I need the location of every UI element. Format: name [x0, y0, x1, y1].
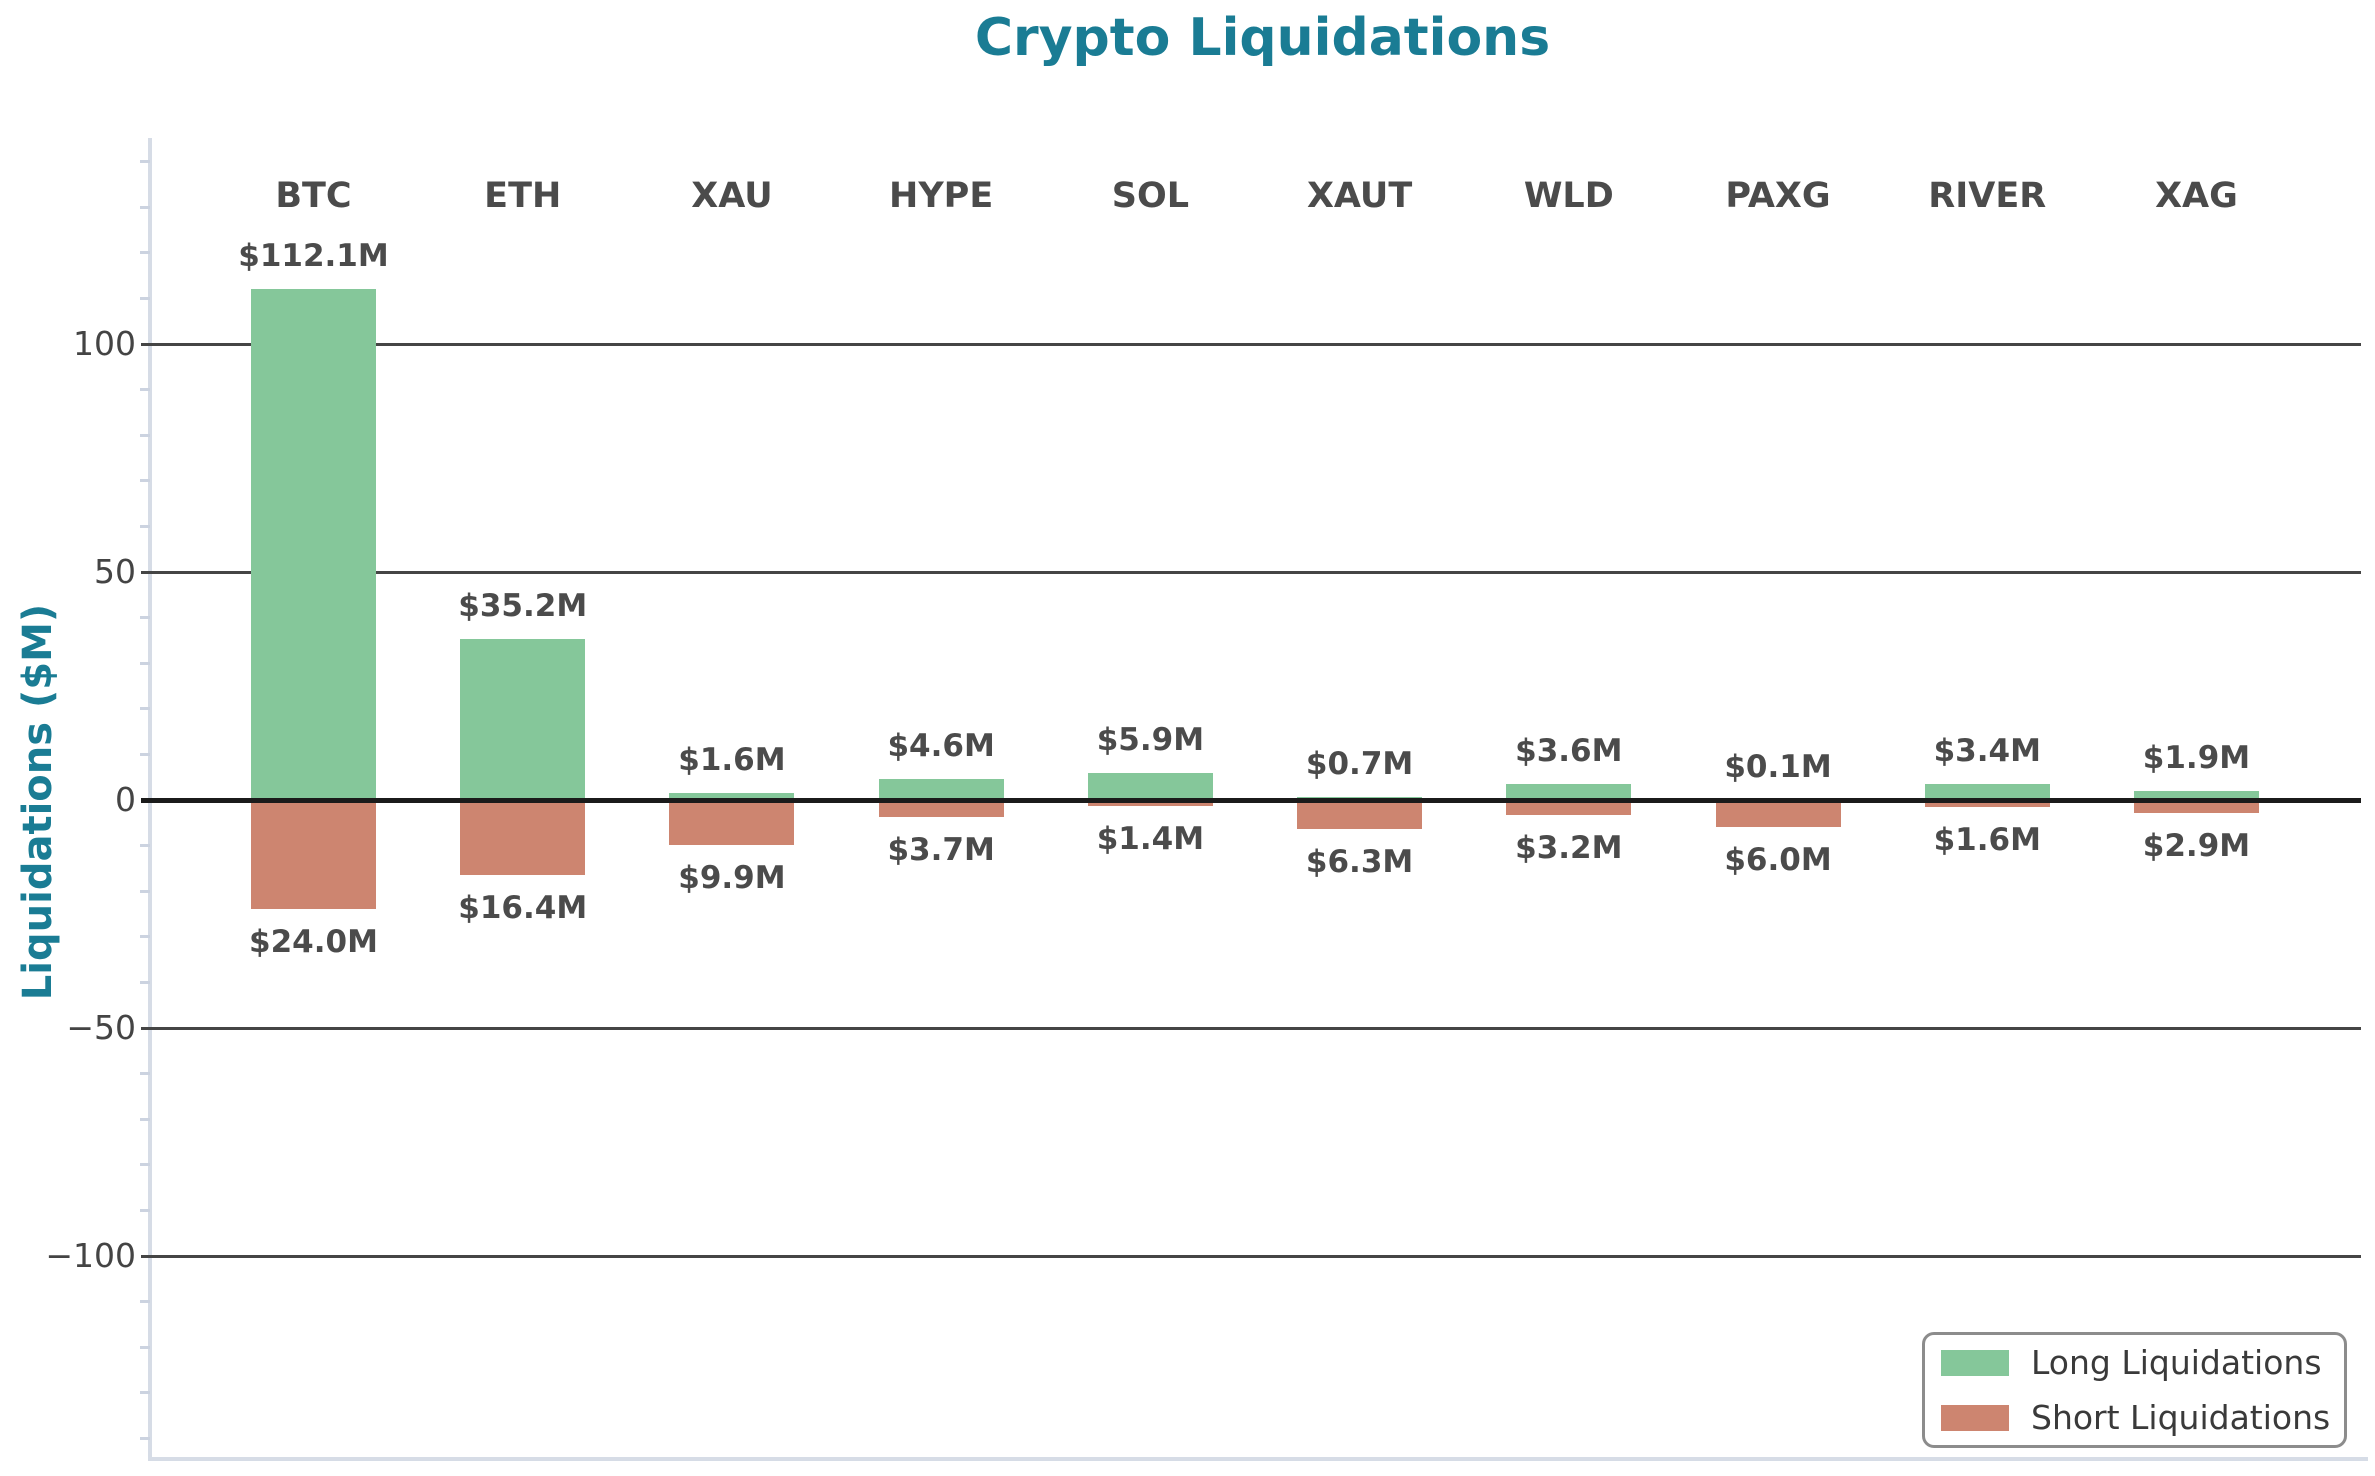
short-bar-river [1924, 800, 2050, 808]
legend-swatch-long [1941, 1349, 2009, 1376]
short-value-label-xag: $2.9M [2142, 828, 2251, 865]
y-axis-minor-tick [140, 707, 150, 711]
long-value-label-xaut: $0.7M [1305, 745, 1414, 782]
category-label-paxg: PAXG [1725, 176, 1831, 216]
long-value-label-eth: $35.2M [458, 588, 588, 625]
short-bar-paxg [1715, 800, 1841, 828]
short-value-label-eth: $16.4M [458, 889, 588, 926]
y-axis-minor-tick [140, 296, 150, 300]
legend-row-short: Short Liquidations [1941, 1398, 2344, 1437]
y-axis-minor-tick [140, 1391, 150, 1395]
chart-title: Crypto Liquidations [974, 8, 1551, 68]
long-value-label-xag: $1.9M [2142, 740, 2251, 777]
y-axis-minor-tick [140, 935, 150, 939]
long-bar-eth [460, 639, 586, 800]
y-axis-minor-tick [140, 388, 150, 392]
legend-label-long: Long Liquidations [2031, 1343, 2322, 1382]
long-bar-sol [1087, 773, 1213, 800]
y-axis-minor-tick [140, 1300, 150, 1304]
long-value-label-xau: $1.6M [678, 741, 786, 778]
y-axis-minor-tick [140, 205, 150, 209]
y-axis-minor-tick [140, 1208, 150, 1212]
legend-swatch-short [1941, 1404, 2009, 1431]
category-label-river: RIVER [1928, 176, 2047, 216]
category-label-sol: SOL [1111, 176, 1189, 216]
y-axis-minor-tick [140, 752, 150, 756]
short-value-label-sol: $1.4M [1096, 821, 1205, 858]
category-label-btc: BTC [275, 176, 352, 216]
short-bar-eth [460, 800, 586, 875]
major-gridline [141, 1254, 2361, 1258]
long-value-label-river: $3.4M [1933, 733, 2041, 770]
y-axis-minor-tick [140, 1163, 150, 1167]
x-axis-spine [148, 1457, 2368, 1461]
y-tick-label: −100 [45, 1236, 136, 1275]
y-tick-label: 100 [73, 324, 136, 363]
long-bar-hype [878, 779, 1004, 800]
y-axis-minor-tick [140, 1117, 150, 1121]
y-axis-minor-tick [140, 479, 150, 483]
category-label-eth: ETH [484, 176, 562, 216]
short-value-label-xau: $9.9M [678, 860, 786, 897]
legend: Long Liquidations Short Liquidations [1922, 1332, 2347, 1448]
category-label-xag: XAG [2155, 176, 2238, 216]
short-value-label-hype: $3.7M [887, 831, 995, 868]
long-bar-btc [251, 288, 376, 800]
y-axis-minor-tick [140, 1436, 150, 1440]
short-bar-xaut [1297, 800, 1423, 829]
short-bar-wld [1506, 800, 1632, 815]
major-gridline [141, 342, 2361, 346]
long-bar-river [1924, 784, 2050, 800]
category-label-wld: WLD [1523, 176, 1614, 216]
long-bar-xau [669, 792, 795, 800]
y-axis-minor-tick [140, 160, 150, 164]
short-value-label-btc: $24.0M [249, 924, 378, 961]
category-label-hype: HYPE [889, 176, 994, 216]
short-bar-hype [878, 800, 1004, 817]
y-axis-minor-tick [140, 661, 150, 665]
y-axis-minor-tick [140, 889, 150, 893]
y-axis-minor-tick [140, 433, 150, 437]
y-axis-minor-tick [140, 1345, 150, 1349]
short-bar-sol [1087, 800, 1213, 807]
y-axis-minor-tick [140, 524, 150, 528]
major-gridline [141, 570, 2361, 574]
y-tick-label: 0 [115, 780, 136, 819]
short-value-label-xaut: $6.3M [1305, 843, 1414, 880]
short-value-label-paxg: $6.0M [1724, 842, 1832, 879]
long-bar-xag [2133, 791, 2259, 800]
short-value-label-river: $1.6M [1933, 822, 2041, 859]
y-axis-minor-tick [140, 616, 150, 620]
y-axis-minor-tick [140, 251, 150, 255]
y-tick-label: −50 [66, 1008, 136, 1047]
legend-row-long: Long Liquidations [1941, 1343, 2344, 1382]
y-axis-minor-tick [140, 844, 150, 848]
y-tick-label: 50 [94, 552, 136, 591]
long-value-label-hype: $4.6M [887, 728, 995, 765]
short-bar-xau [669, 800, 795, 846]
long-value-label-btc: $112.1M [238, 237, 389, 274]
major-gridline [141, 1026, 2361, 1030]
zero-gridline [141, 797, 2361, 803]
short-bar-btc [251, 800, 376, 910]
y-axis-minor-tick [140, 980, 150, 984]
long-value-label-wld: $3.6M [1515, 732, 1623, 769]
short-bar-xag [2133, 800, 2259, 814]
legend-label-short: Short Liquidations [2031, 1398, 2331, 1437]
long-value-label-sol: $5.9M [1096, 722, 1205, 759]
long-bar-wld [1506, 783, 1632, 800]
long-value-label-paxg: $0.1M [1724, 748, 1832, 785]
y-axis-minor-tick [140, 1072, 150, 1076]
category-label-xau: XAU [691, 176, 773, 216]
category-label-xaut: XAUT [1306, 176, 1413, 216]
short-value-label-wld: $3.2M [1515, 829, 1623, 866]
